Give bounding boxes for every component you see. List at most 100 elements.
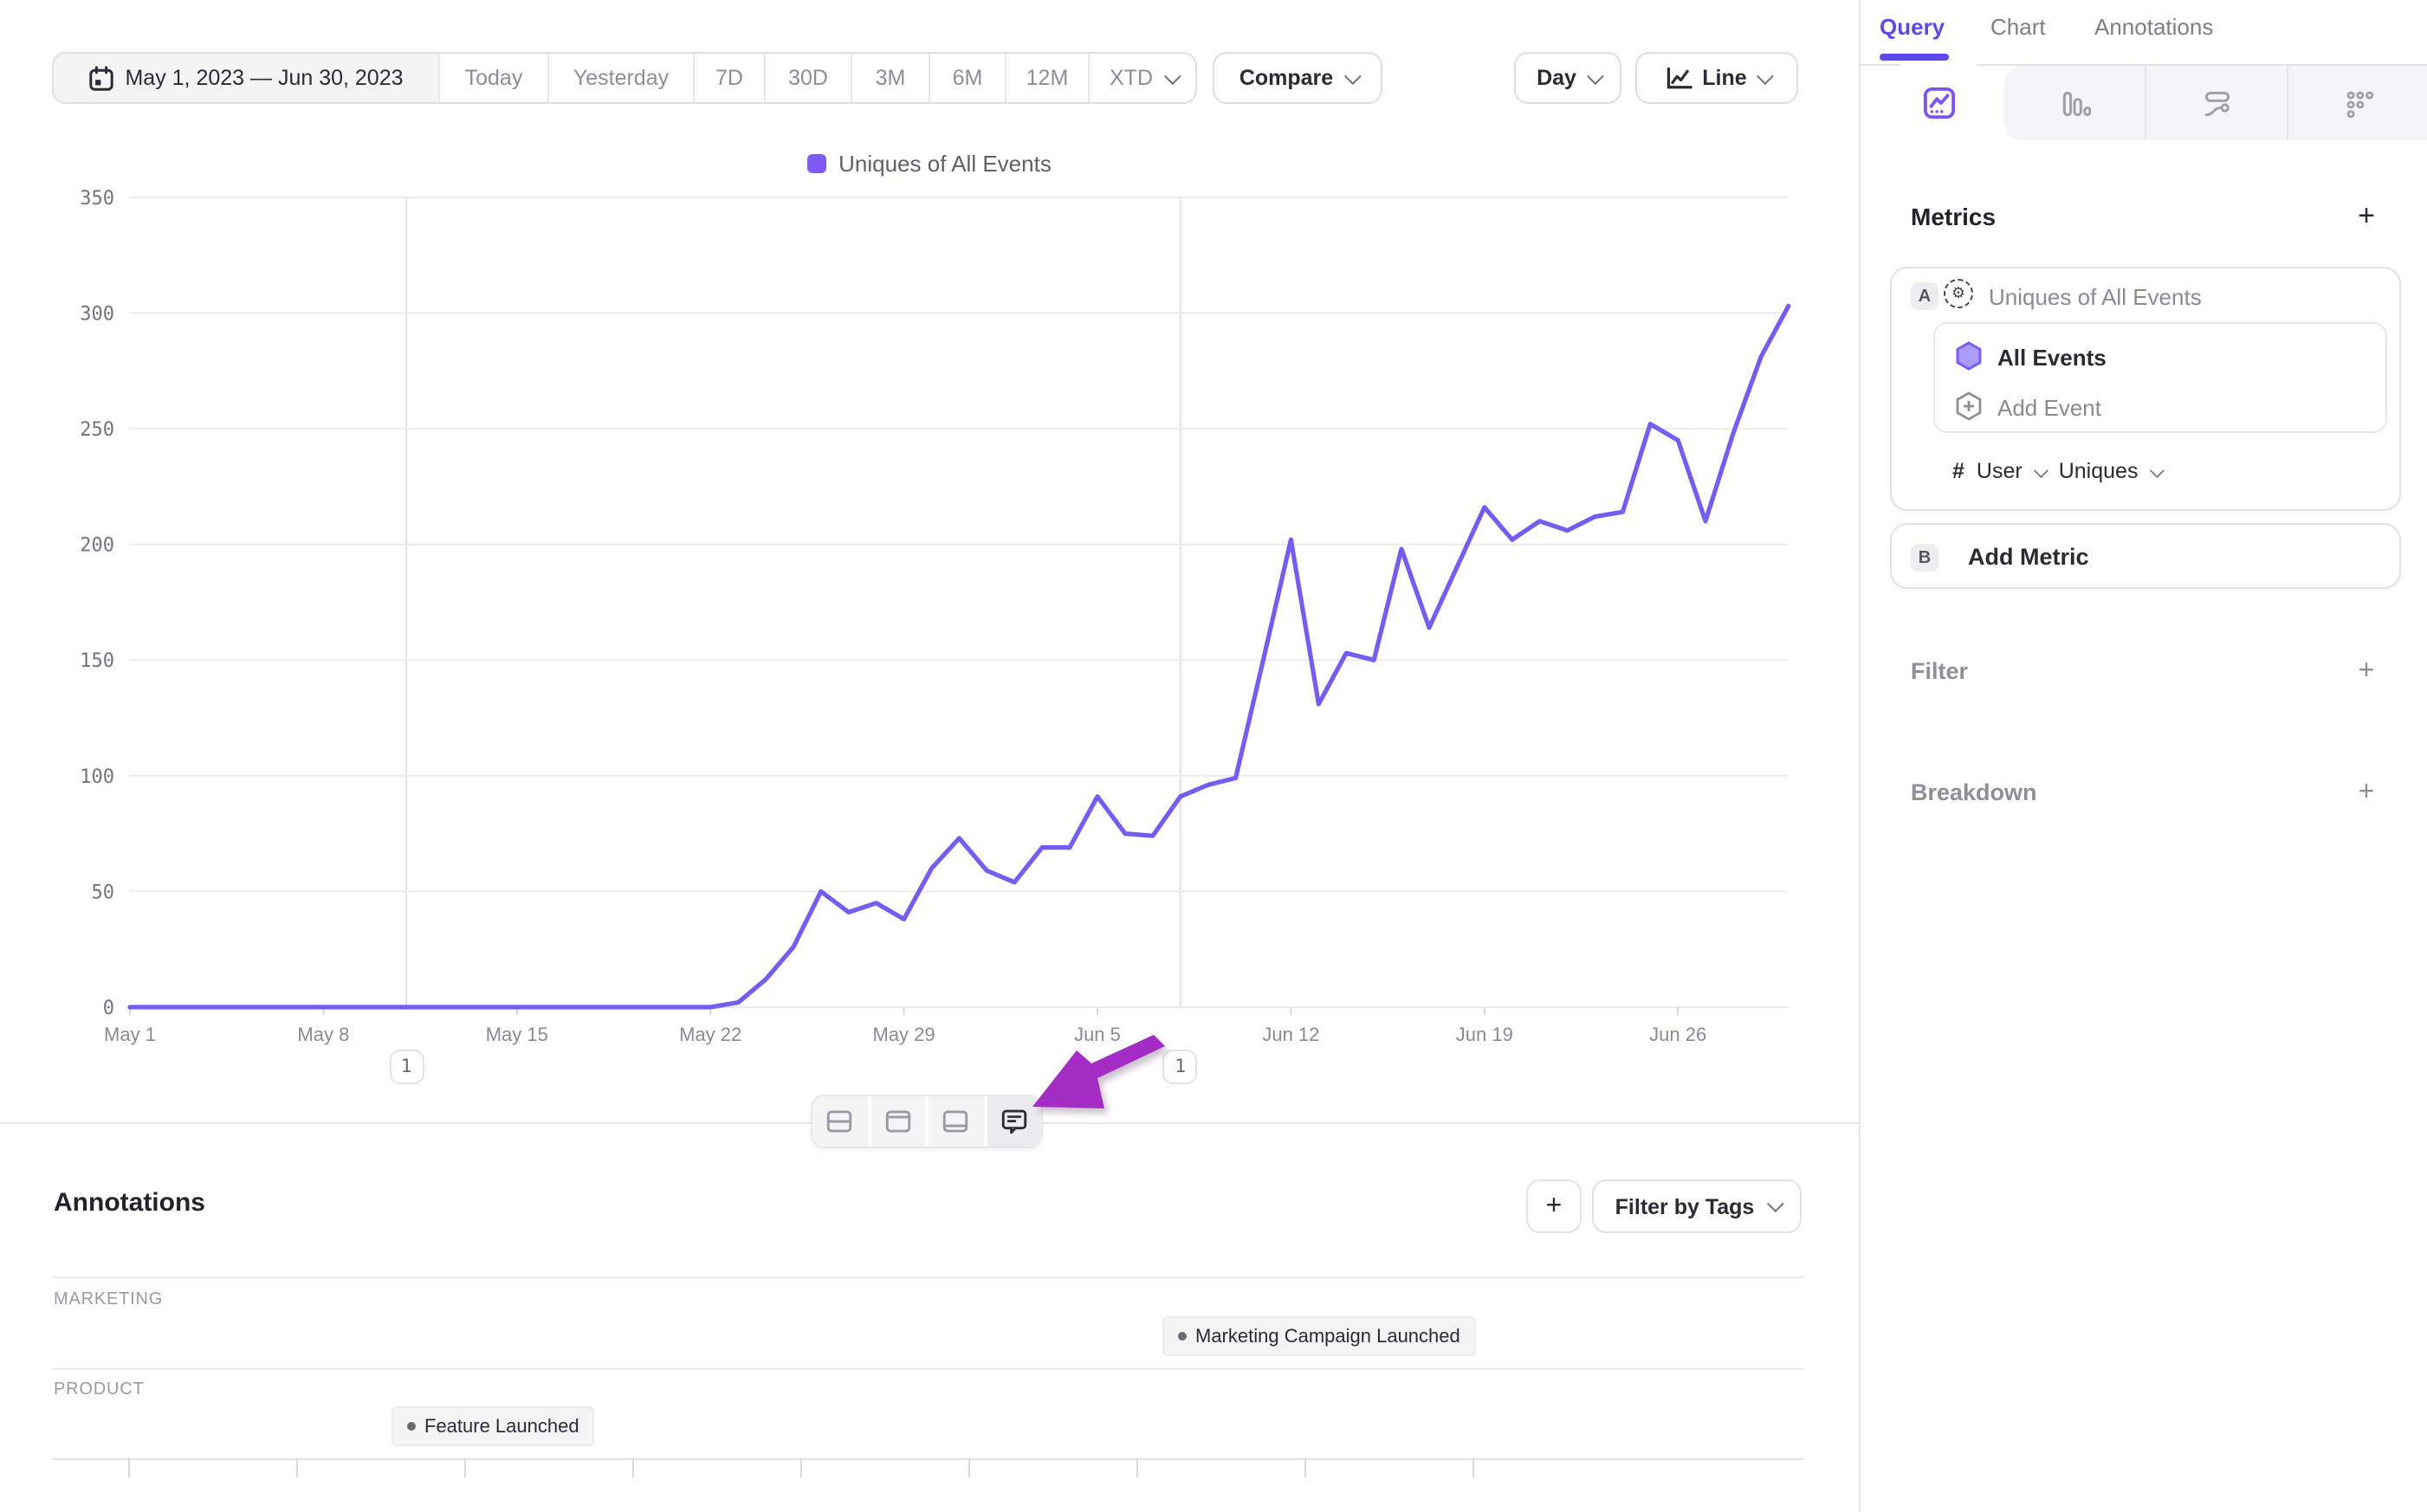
svg-text:May 1: May 1 xyxy=(104,1024,156,1045)
metric-card-a: A ⚙ Uniques of All Events All Events Add… xyxy=(1890,267,2401,511)
top-panel-layout-button[interactable] xyxy=(870,1096,925,1147)
funnels-tab[interactable] xyxy=(2004,66,2145,140)
flows-tab[interactable] xyxy=(2145,66,2287,140)
svg-text:200: 200 xyxy=(80,535,114,557)
count-symbol: # xyxy=(1952,459,1964,483)
insights-tab[interactable] xyxy=(1900,64,1977,140)
axis-tick xyxy=(463,1458,465,1477)
preset-7d[interactable]: 7D xyxy=(693,54,764,102)
axis-tick xyxy=(799,1458,801,1477)
svg-text:150: 150 xyxy=(80,650,114,672)
line-chart-icon xyxy=(1664,65,1692,91)
date-range-control: May 1, 2023 — Jun 30, 2023 Today Yesterd… xyxy=(52,52,1197,104)
axis-tick xyxy=(1136,1458,1137,1477)
axis-tick xyxy=(968,1458,969,1477)
preset-6m[interactable]: 6M xyxy=(929,54,1005,102)
add-filter-plus-icon[interactable]: + xyxy=(2351,656,2382,688)
granularity-dropdown[interactable]: Day xyxy=(1514,52,1621,104)
legend-label: Uniques of All Events xyxy=(838,151,1052,177)
add-event-button[interactable]: Add Event xyxy=(1997,395,2101,421)
table-row-divider xyxy=(52,1368,1803,1370)
annotation-count-badge[interactable]: 1 xyxy=(1162,1050,1198,1084)
add-metric-plus-icon[interactable]: + xyxy=(2351,199,2382,232)
svg-text:0: 0 xyxy=(103,998,114,1019)
preset-xtd[interactable]: XTD xyxy=(1088,54,1195,102)
svg-text:50: 50 xyxy=(92,882,115,903)
add-metric-card[interactable]: B Add Metric xyxy=(1890,523,2401,589)
svg-text:May 22: May 22 xyxy=(679,1024,741,1045)
tab-chart[interactable]: Chart xyxy=(1990,14,2046,40)
axis-tick xyxy=(127,1458,129,1477)
axis-tick xyxy=(1304,1458,1305,1477)
gear-icon[interactable]: ⚙ xyxy=(1944,279,1973,308)
filter-by-tags-button[interactable]: Filter by Tags xyxy=(1592,1179,1802,1233)
svg-text:May 15: May 15 xyxy=(486,1024,548,1045)
query-sidebar: Query Chart Annotations xyxy=(1859,0,2427,1512)
date-range-button[interactable]: May 1, 2023 — Jun 30, 2023 xyxy=(54,54,438,102)
preset-yesterday[interactable]: Yesterday xyxy=(547,54,693,102)
svg-text:May 29: May 29 xyxy=(873,1024,935,1045)
filter-by-tags-label: Filter by Tags xyxy=(1615,1194,1755,1218)
chart-area: Uniques of All Events 0 50 100 150 200 250 300… xyxy=(0,130,1859,1166)
table-border xyxy=(52,1276,1803,1278)
tab-query[interactable]: Query xyxy=(1880,14,1945,40)
preset-30d[interactable]: 30D xyxy=(764,54,851,102)
retention-tab[interactable] xyxy=(2287,66,2427,140)
top-toolbar: May 1, 2023 — Jun 30, 2023 Today Yesterd… xyxy=(0,0,1859,130)
tutorial-cursor-arrow-icon xyxy=(1032,1035,1165,1108)
chart-legend: Uniques of All Events xyxy=(0,151,1859,177)
svg-text:350: 350 xyxy=(80,188,114,210)
split-rows-layout-button[interactable] xyxy=(812,1096,867,1147)
annotation-badge[interactable]: Feature Launched xyxy=(392,1406,595,1446)
annotation-count-badge[interactable]: 1 xyxy=(389,1050,424,1084)
metric-name: Uniques of All Events xyxy=(1989,284,2202,310)
aggregation-dropdown[interactable]: Uniques xyxy=(2058,459,2139,483)
chart-type-dropdown[interactable]: Line xyxy=(1635,52,1798,104)
active-tab-underline xyxy=(1880,54,1949,60)
metrics-heading: Metrics xyxy=(1911,203,1997,230)
bottom-panel-layout-button[interactable] xyxy=(929,1096,983,1147)
svg-text:May 8: May 8 xyxy=(297,1024,349,1045)
preset-today[interactable]: Today xyxy=(438,54,547,102)
aggregation-row: # User Uniques xyxy=(1952,459,2165,483)
add-annotation-button[interactable]: + xyxy=(1526,1179,1582,1233)
annotation-dot-icon xyxy=(1178,1332,1187,1341)
entity-dropdown[interactable]: User xyxy=(1976,459,2022,483)
flows-icon xyxy=(2201,87,2232,119)
annotations-title: Annotations xyxy=(54,1188,205,1218)
svg-text:Jun 19: Jun 19 xyxy=(1456,1024,1513,1045)
metric-letter-badge: B xyxy=(1911,544,1938,572)
event-name[interactable]: All Events xyxy=(1997,345,2107,371)
chevron-down-icon xyxy=(2034,462,2049,478)
breakdown-heading: Breakdown xyxy=(1911,779,2037,805)
funnels-icon xyxy=(2059,87,2090,119)
tab-annotations[interactable]: Annotations xyxy=(2094,14,2214,40)
compare-label: Compare xyxy=(1239,66,1334,90)
preset-3m[interactable]: 3M xyxy=(851,54,929,102)
svg-text:Jun 5: Jun 5 xyxy=(1074,1024,1121,1045)
hexagon-event-icon xyxy=(1956,341,1982,371)
add-metric-label: Add Metric xyxy=(1968,544,2089,570)
category-label: PRODUCT xyxy=(54,1380,145,1399)
axis-tick xyxy=(295,1458,297,1477)
add-breakdown-plus-icon[interactable]: + xyxy=(2351,778,2382,809)
annotations-axis xyxy=(52,1458,1803,1460)
compare-button[interactable]: Compare xyxy=(1213,52,1382,104)
preset-12m[interactable]: 12M xyxy=(1005,54,1088,102)
chart-footer-toolbar xyxy=(811,1095,1043,1148)
svg-text:250: 250 xyxy=(80,419,114,441)
annotations-section: Annotations + Filter by Tags MARKETING M… xyxy=(0,1122,1859,1512)
insights-icon xyxy=(1922,86,1955,119)
svg-text:300: 300 xyxy=(80,303,114,325)
event-picker: All Events Add Event xyxy=(1933,322,2387,433)
annotations-comment-button[interactable] xyxy=(987,1096,1041,1147)
svg-text:Jun 26: Jun 26 xyxy=(1649,1024,1706,1045)
annotation-dot-icon xyxy=(407,1422,416,1431)
xtd-label: XTD xyxy=(1110,66,1153,90)
axis-tick xyxy=(1472,1458,1473,1477)
granularity-label: Day xyxy=(1537,66,1576,90)
annotation-badge-label: Marketing Campaign Launched xyxy=(1195,1326,1460,1347)
line-chart-plot[interactable]: 0 50 100 150 200 250 300 350 May 1 May 8 May 15 May… xyxy=(0,0,1859,1122)
annotation-badge[interactable]: Marketing Campaign Launched xyxy=(1162,1316,1476,1356)
